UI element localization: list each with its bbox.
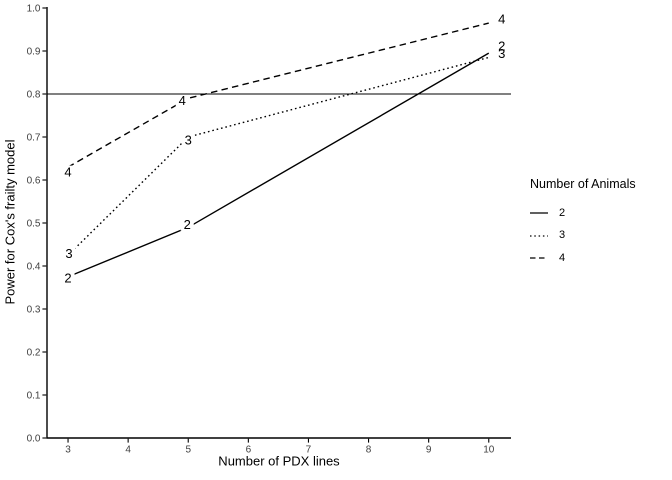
x-tick-label: 3 [65,445,71,456]
y-tick-label: 0.7 [27,133,41,144]
legend-key-dotted-line-icon [530,235,548,237]
y-tick-label: 0.4 [27,262,41,273]
direct-label-bg [62,246,76,260]
legend-entry-3: 3 [530,225,636,248]
direct-label-bg [175,93,189,107]
y-tick-label: 0.3 [27,305,41,316]
legend: Number of Animals 2 3 4 [530,177,636,270]
x-axis-title: Number of PDX lines [218,453,340,469]
direct-label-3: 3 [185,133,192,148]
direct-label-bg [180,217,194,231]
direct-label-2: 2 [498,39,505,54]
series-line-2 [67,52,490,278]
direct-label-bg [61,165,75,179]
direct-label-3: 3 [498,46,505,61]
y-tick-label: 0.2 [27,348,41,359]
direct-label-4: 4 [498,12,505,27]
x-tick-label: 4 [125,445,131,456]
y-tick-label: 0.9 [27,47,41,58]
y-tick-label: 0.1 [27,391,41,402]
direct-label-bg [181,133,195,147]
x-tick-label: 8 [366,445,372,456]
y-tick-label: 0.0 [27,434,41,445]
direct-label-3: 3 [65,246,72,261]
y-tick-label: 1.0 [27,4,41,15]
x-tick-label: 10 [483,445,495,456]
x-tick-label: 7 [306,445,312,456]
legend-title: Number of Animals [530,177,636,191]
x-tick-label: 5 [185,445,191,456]
legend-key-solid-line-icon [530,212,548,214]
direct-label-2: 2 [184,217,191,232]
y-tick-label: 0.6 [27,176,41,187]
legend-entry-label: 4 [559,251,566,264]
legend-entries: 2 3 4 [530,202,636,270]
legend-entry-2: 2 [530,202,636,225]
legend-entry-label: 2 [559,206,566,219]
direct-label-2: 2 [64,270,71,285]
legend-key-dashed-line-icon [530,257,548,259]
direct-label-bg [61,271,75,285]
direct-label-4: 4 [64,165,71,180]
x-tick-label: 6 [246,445,252,456]
y-tick-label: 0.5 [27,219,41,230]
x-tick-label: 9 [426,445,432,456]
y-tick-label: 0.8 [27,90,41,101]
direct-label-4: 4 [179,93,186,108]
series-line-3 [67,56,489,256]
series-line-4 [67,22,489,168]
axis-lines [46,7,511,439]
direct-label-bg [495,46,509,60]
legend-entry-label: 3 [559,229,566,242]
direct-label-bg [495,12,509,26]
y-axis-title: Power for Cox's frailty model [2,139,18,305]
legend-entry-4: 4 [530,247,636,270]
